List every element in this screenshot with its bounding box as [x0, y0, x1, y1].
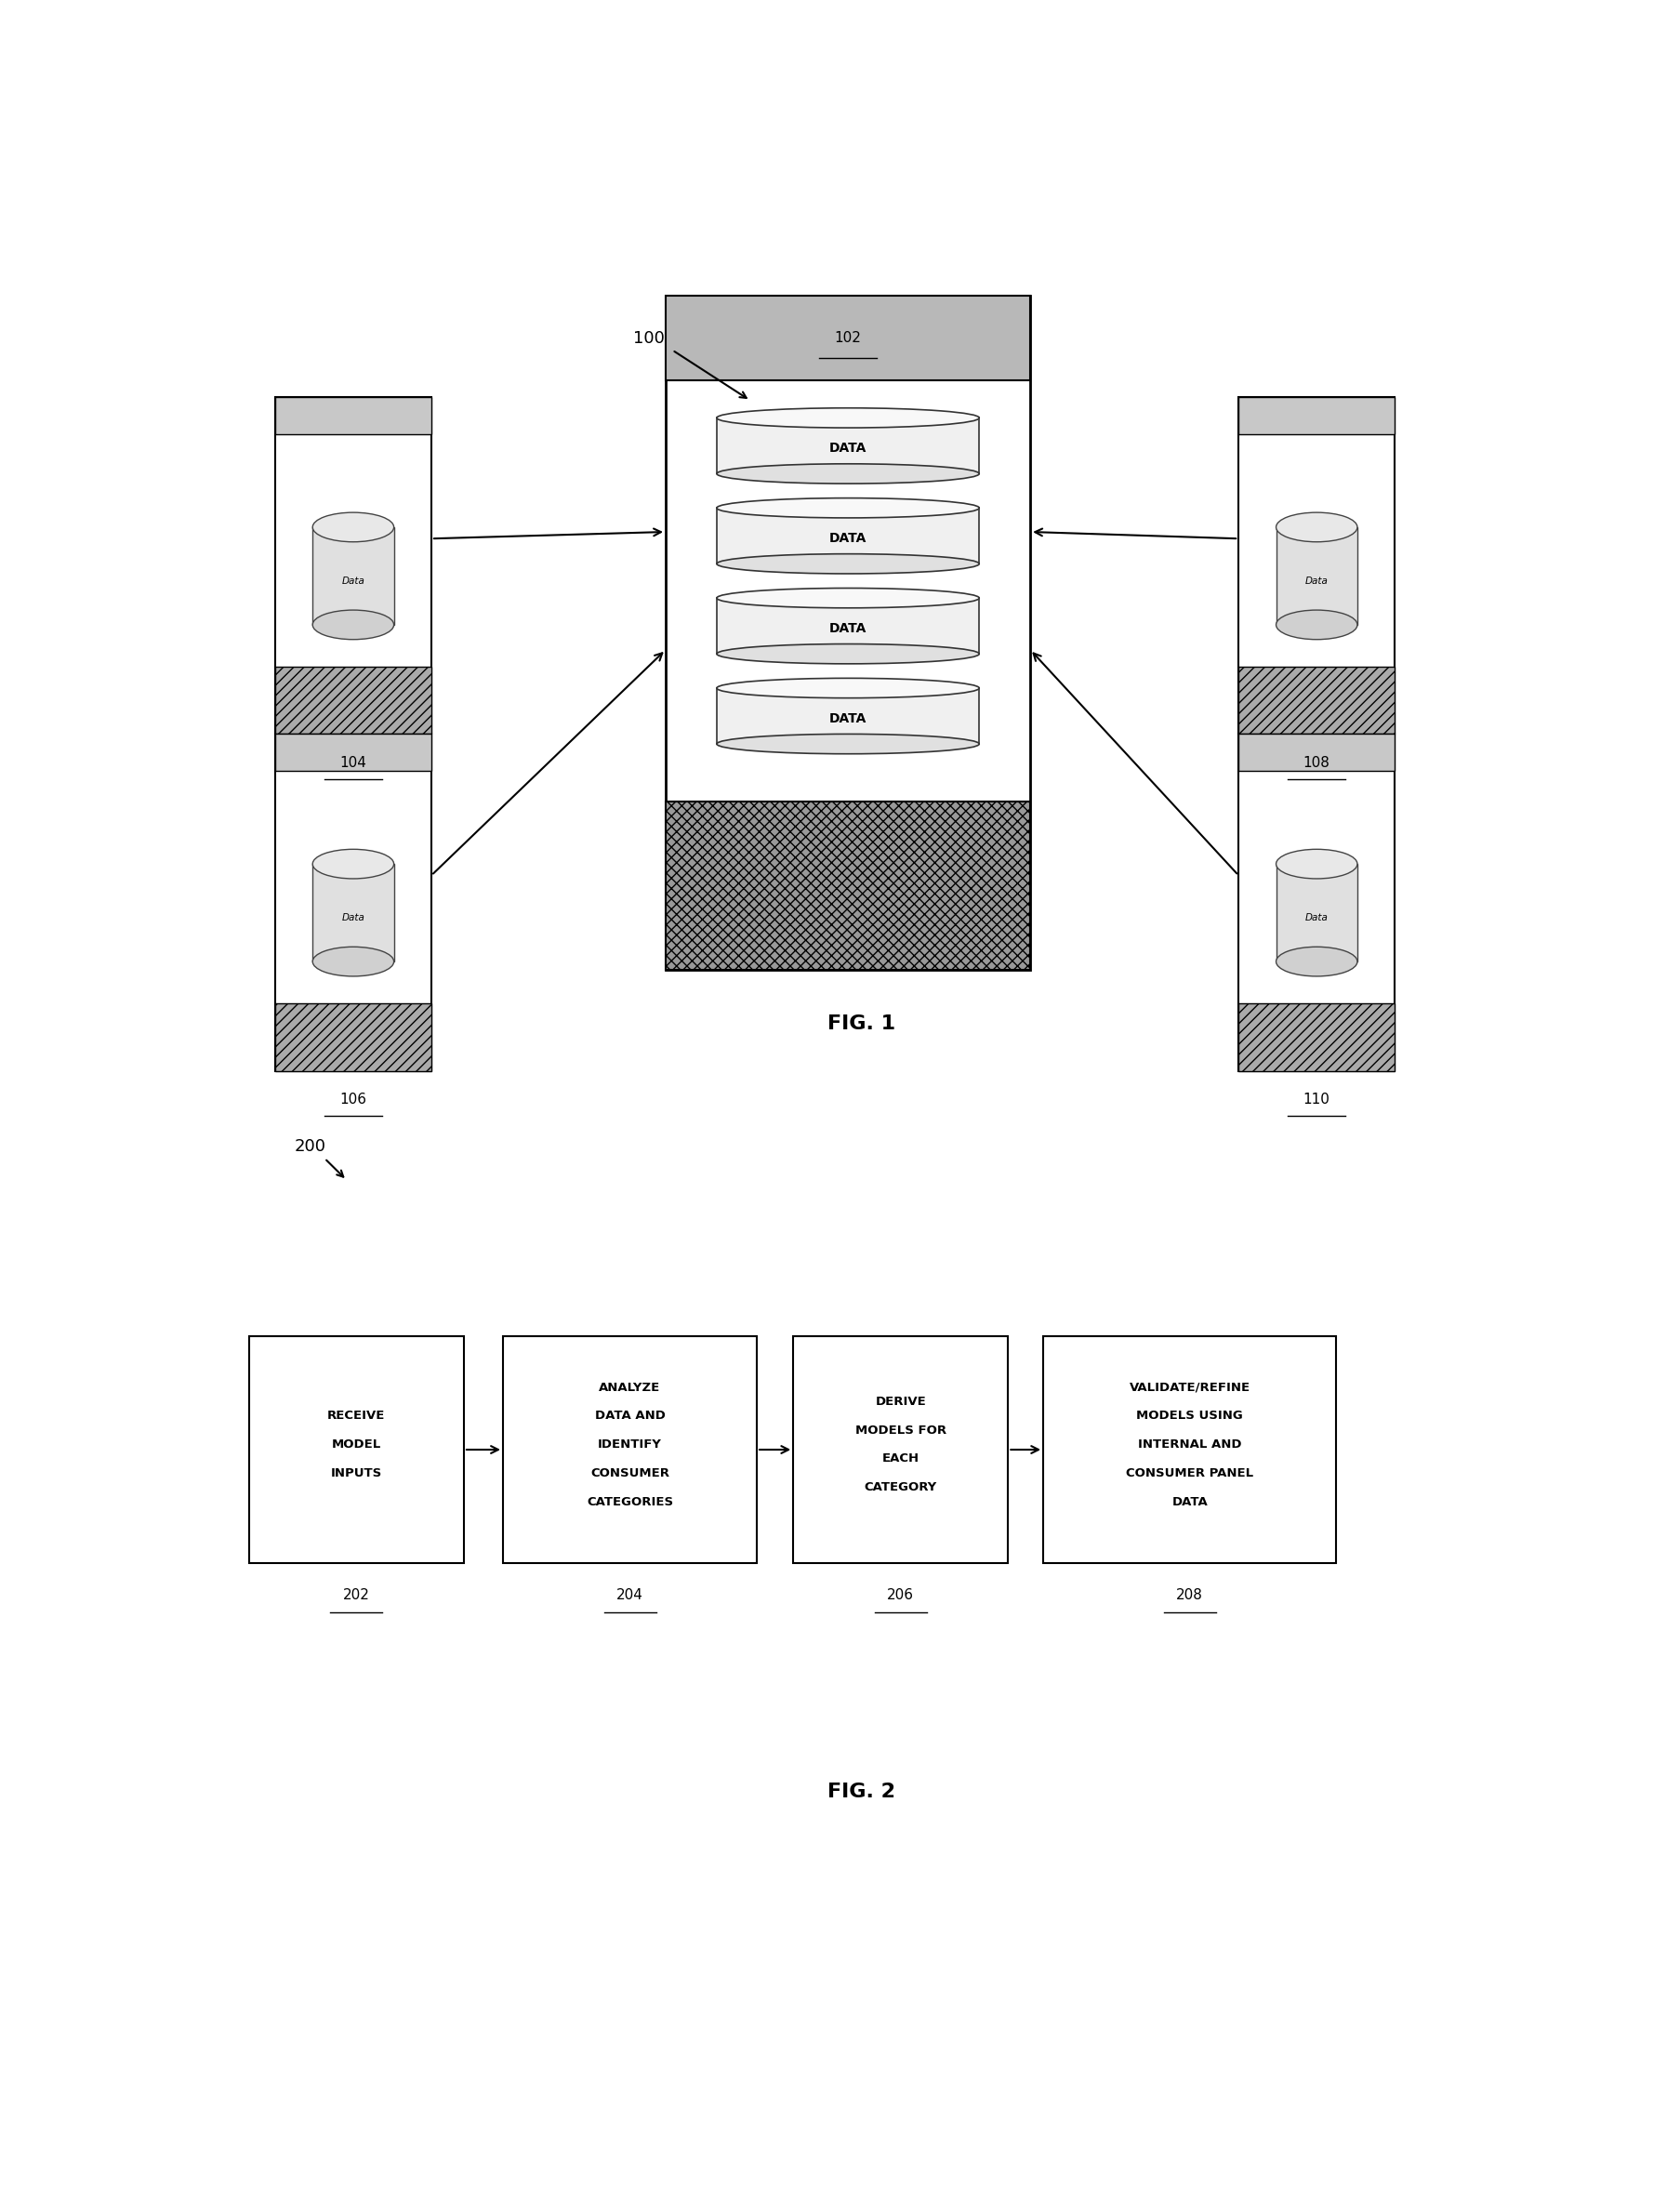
Text: ANALYZE: ANALYZE	[600, 1382, 660, 1393]
Bar	[717, 597, 979, 654]
Bar	[312, 527, 393, 625]
Bar	[1238, 398, 1394, 735]
Text: 100: 100	[633, 330, 665, 346]
Ellipse shape	[312, 610, 393, 639]
Text: DERIVE: DERIVE	[875, 1395, 926, 1408]
Text: Data: Data	[341, 575, 365, 586]
Text: FIG. 2: FIG. 2	[827, 1782, 895, 1800]
Text: Data: Data	[341, 912, 365, 923]
Text: EACH: EACH	[882, 1452, 919, 1465]
Bar	[312, 864, 393, 962]
Bar	[1238, 735, 1394, 772]
Ellipse shape	[717, 678, 979, 698]
Ellipse shape	[312, 849, 393, 879]
Bar	[717, 418, 979, 475]
Text: MODELS FOR: MODELS FOR	[855, 1424, 946, 1437]
Text: DATA: DATA	[1171, 1496, 1208, 1507]
Bar	[1238, 667, 1394, 735]
Text: DATA: DATA	[830, 442, 867, 455]
Text: 106: 106	[339, 1094, 366, 1107]
Text: RECEIVE: RECEIVE	[328, 1411, 385, 1422]
Ellipse shape	[717, 643, 979, 665]
Text: IDENTIFY: IDENTIFY	[598, 1439, 662, 1450]
Bar	[1277, 527, 1357, 625]
Ellipse shape	[717, 588, 979, 608]
Bar	[665, 295, 1030, 381]
Text: 206: 206	[887, 1588, 914, 1603]
Text: DATA: DATA	[830, 623, 867, 634]
Text: CATEGORIES: CATEGORIES	[586, 1496, 674, 1507]
Text: 104: 104	[339, 757, 366, 770]
Text: MODEL: MODEL	[331, 1439, 381, 1450]
Ellipse shape	[717, 409, 979, 429]
Text: FIG. 1: FIG. 1	[827, 1015, 895, 1032]
Bar	[717, 507, 979, 564]
Bar	[1277, 864, 1357, 962]
Text: CONSUMER: CONSUMER	[590, 1467, 669, 1478]
Text: 200: 200	[294, 1137, 326, 1155]
Text: 102: 102	[835, 330, 862, 346]
Text: DATA: DATA	[830, 531, 867, 545]
Ellipse shape	[717, 735, 979, 755]
Text: CONSUMER PANEL: CONSUMER PANEL	[1126, 1467, 1253, 1478]
Text: Data: Data	[1305, 575, 1329, 586]
Text: Data: Data	[1305, 912, 1329, 923]
Text: 208: 208	[1176, 1588, 1203, 1603]
Bar	[665, 295, 1030, 969]
Bar	[276, 735, 432, 772]
Bar	[1238, 735, 1394, 1072]
Bar	[1043, 1336, 1336, 1564]
Bar	[717, 689, 979, 744]
Bar	[276, 398, 432, 735]
Text: DATA AND: DATA AND	[595, 1411, 665, 1422]
Bar	[276, 667, 432, 735]
Text: DATA: DATA	[830, 713, 867, 726]
Text: 204: 204	[617, 1588, 643, 1603]
Bar	[276, 398, 432, 435]
Bar	[665, 800, 1030, 969]
Bar	[1238, 1004, 1394, 1072]
Ellipse shape	[1277, 512, 1357, 542]
Text: INTERNAL AND: INTERNAL AND	[1137, 1439, 1242, 1450]
Text: MODELS USING: MODELS USING	[1136, 1411, 1243, 1422]
Ellipse shape	[312, 512, 393, 542]
Ellipse shape	[1277, 849, 1357, 879]
Text: VALIDATE/REFINE: VALIDATE/REFINE	[1129, 1382, 1250, 1393]
Ellipse shape	[1277, 947, 1357, 975]
Bar	[793, 1336, 1008, 1564]
Text: CATEGORY: CATEGORY	[864, 1481, 937, 1494]
Bar	[276, 735, 432, 1072]
Ellipse shape	[717, 464, 979, 483]
Text: 110: 110	[1304, 1094, 1331, 1107]
Ellipse shape	[312, 947, 393, 975]
Ellipse shape	[717, 553, 979, 573]
Text: 202: 202	[343, 1588, 370, 1603]
Ellipse shape	[717, 499, 979, 518]
Bar	[1238, 398, 1394, 435]
Text: 108: 108	[1304, 757, 1331, 770]
Text: INPUTS: INPUTS	[331, 1467, 381, 1478]
Ellipse shape	[1277, 610, 1357, 639]
Bar	[276, 1004, 432, 1072]
Bar	[502, 1336, 756, 1564]
Bar	[249, 1336, 464, 1564]
